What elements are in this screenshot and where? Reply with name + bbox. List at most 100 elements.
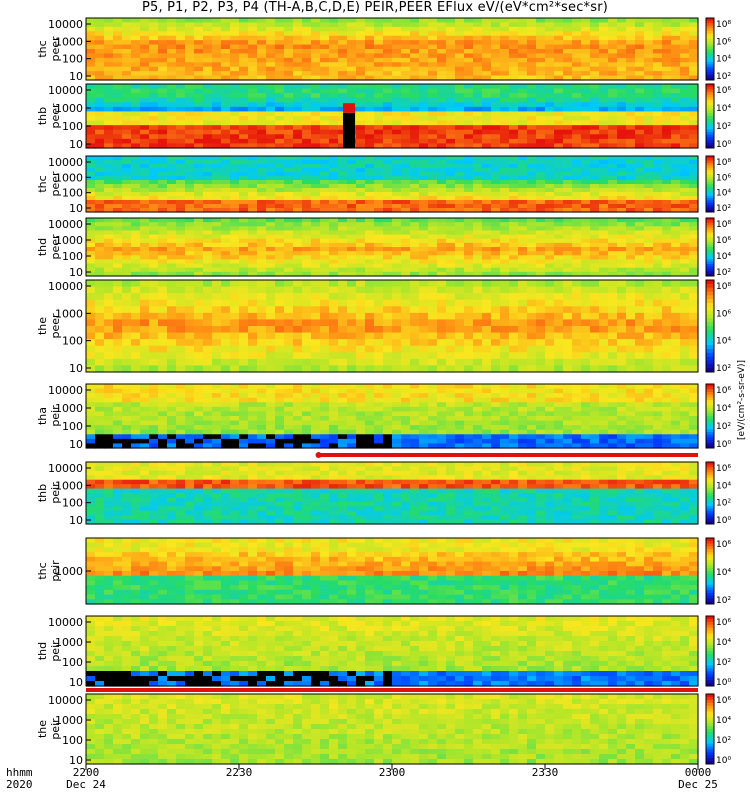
heatmap-cell [464,319,474,327]
heatmap-cell [482,102,492,108]
heatmap-cell [284,230,294,236]
colorbar-step [706,364,714,369]
colorbar-step [706,209,714,213]
heatmap-cell [653,208,663,213]
heatmap-cell [365,84,375,90]
heatmap-cell [302,180,312,185]
colorbar-tick-label: 10⁶ [716,236,731,246]
heatmap-cell [158,164,168,169]
heatmap-cell [518,263,528,269]
heatmap-cell [419,116,429,122]
heatmap-cell [257,251,267,256]
heatmap-cell [536,106,546,113]
heatmap-cell [392,196,402,201]
heatmap-cell [230,66,240,72]
heatmap-cell [131,31,141,37]
heatmap-cell [509,143,519,149]
colorbar-step [706,230,714,233]
heatmap-cell [176,352,186,360]
heatmap-cell [473,134,483,140]
heatmap-cell [527,172,537,177]
heatmap-cell [653,319,663,327]
heatmap-cell [482,280,492,288]
heatmap-cell [338,293,348,301]
heatmap-cell [473,111,483,117]
heatmap-cell [599,138,609,145]
heatmap-cell [149,358,159,367]
heatmap-cell [671,176,681,181]
heatmap-cell [410,230,420,236]
heatmap-cell [311,306,321,314]
heatmap-cell [275,71,285,77]
heatmap-cell [689,280,699,288]
heatmap-cell [257,93,267,99]
heatmap-cell [680,267,690,273]
panel-label-probe: thb [36,107,49,125]
heatmap-cell [563,31,573,37]
heatmap-cell [302,251,312,256]
heatmap-cell [374,247,384,252]
heatmap-cell [446,120,456,126]
heatmap-cell [113,255,123,261]
heatmap-cell [644,164,654,169]
heatmap-cell [644,247,654,252]
panel-label-product: peer [49,313,62,339]
heatmap-cell [572,255,582,261]
heatmap-cell [149,97,159,103]
heatmap-cell [320,116,330,122]
heatmap-cell [221,84,231,90]
heatmap-cell [356,84,366,90]
heatmap-cell [338,66,348,72]
heatmap-cell [131,234,141,240]
heatmap-cell [410,40,420,46]
heatmap-cell [383,230,393,236]
heatmap-cell [266,26,276,32]
heatmap-cell [104,352,114,360]
heatmap-cell [230,125,240,131]
colorbar-step [706,134,714,138]
heatmap-cell [689,88,699,94]
colorbar-tick-label: 10⁸ [716,282,731,292]
heatmap-cell [464,242,474,248]
heatmap-cell [644,226,654,232]
heatmap-cell [545,326,555,334]
heatmap-cell [518,319,528,327]
heatmap-cell [374,222,384,227]
colorbar-step [706,132,714,136]
heatmap-cell [122,102,132,108]
heatmap-cell [572,263,582,269]
heatmap-cell [239,326,249,334]
heatmap-cell [518,247,528,252]
heatmap-cell [320,102,330,108]
colorbar-step [706,145,714,149]
heatmap-cell [86,143,96,149]
heatmap-cell [500,75,510,81]
heatmap-cell [329,352,339,360]
heatmap-cell [473,97,483,103]
heatmap-cell [491,62,501,68]
heatmap-cell [194,259,204,265]
heatmap-cell [347,259,357,265]
heatmap-cell [464,306,474,314]
heatmap-cell [392,306,402,314]
heatmap-cell [392,192,402,197]
heatmap-cell [500,22,510,28]
heatmap-cell [347,306,357,314]
heatmap-cell [482,57,492,63]
heatmap-cell [590,62,600,68]
heatmap-cell [248,332,258,340]
heatmap-cell [446,88,456,94]
heatmap-cell [536,172,546,177]
heatmap-cell [302,156,312,161]
heatmap-cell [410,332,420,340]
heatmap-cell [257,35,267,41]
heatmap-cell [635,176,645,181]
heatmap-cell [680,62,690,68]
heatmap-cell [437,358,447,367]
heatmap-cell [392,267,402,273]
heatmap-cell [329,176,339,181]
heatmap-cell [446,129,456,135]
heatmap-cell [473,208,483,213]
heatmap-cell [239,271,249,277]
